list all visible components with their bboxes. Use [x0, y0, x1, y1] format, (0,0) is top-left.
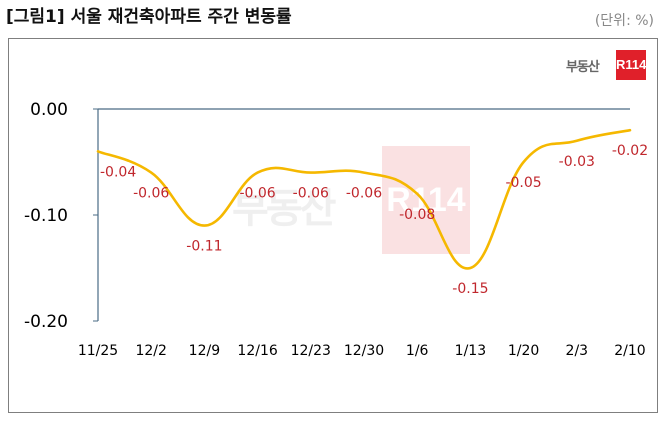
logo-text: 부동산: [566, 60, 600, 75]
data-label: -0.04: [100, 164, 136, 180]
x-tick-label: 2/3: [566, 343, 589, 359]
data-label: -0.08: [399, 207, 435, 223]
chart-frame: [8, 38, 658, 413]
axes: [97, 108, 630, 321]
y-tick-label: -0.20: [24, 312, 68, 332]
x-tick-label: 11/25: [78, 343, 118, 359]
y-axis-ticks: 0.00 -0.10 -0.20: [24, 100, 98, 332]
data-label: -0.06: [133, 186, 169, 202]
series-line: [96, 128, 632, 270]
y-tick-label: 0.00: [30, 100, 68, 120]
data-label: -0.05: [505, 175, 541, 191]
x-tick-label: 12/9: [189, 343, 220, 359]
y-tick-label: -0.10: [24, 206, 68, 226]
data-label: -0.06: [239, 186, 275, 202]
data-label: -0.15: [452, 281, 488, 297]
x-tick-label: 2/10: [614, 343, 645, 359]
x-tick-label: 1/20: [508, 343, 539, 359]
x-tick-label: 12/16: [237, 343, 277, 359]
x-tick-label: 12/2: [135, 343, 166, 359]
data-label: -0.06: [346, 186, 382, 202]
data-label: -0.03: [559, 154, 595, 170]
data-labels: -0.04 -0.06 -0.11 -0.06 -0.06 -0.06 -0.08 -0.15…: [100, 143, 648, 297]
data-label: -0.06: [293, 186, 329, 202]
chart-title: [그림1] 서울 재건축아파트 주간 변동률: [6, 7, 292, 27]
unit-label: (단위: %): [594, 13, 654, 29]
brand-logo: 부동산 R114: [566, 50, 650, 80]
x-tick-label: 12/23: [291, 343, 331, 359]
x-tick-label: 12/30: [344, 343, 384, 359]
x-axis-ticks: 11/25 12/2 12/9 12/16 12/23 12/30 1/6 1/13 1/20 2…: [78, 343, 646, 359]
data-label: -0.02: [612, 143, 648, 159]
series: [96, 128, 632, 270]
x-tick-label: 1/6: [406, 343, 429, 359]
logo-badge: R114: [616, 50, 646, 80]
data-label: -0.11: [186, 239, 222, 255]
x-tick-label: 1/13: [455, 343, 486, 359]
